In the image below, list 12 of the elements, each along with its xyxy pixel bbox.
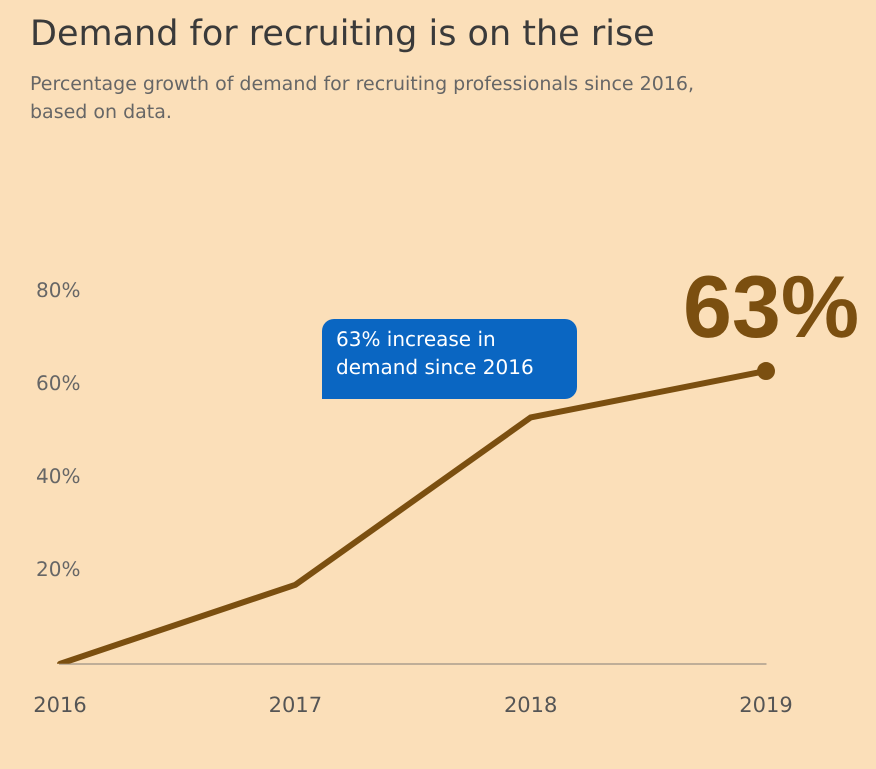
y-tick-label: 60% xyxy=(36,371,80,396)
y-tick-label: 20% xyxy=(36,557,80,582)
y-tick-label: 40% xyxy=(36,464,80,488)
chart-subtitle: Percentage growth of demand for recruiting professionals since 2016, based on data. xyxy=(30,72,696,125)
x-tick-label: 2019 xyxy=(739,692,793,717)
y-tick-label: 80% xyxy=(36,278,80,302)
x-tick-label: 2018 xyxy=(504,692,558,717)
x-tick-label: 2016 xyxy=(33,692,87,717)
chart-title: Demand for recruiting is on the rise xyxy=(30,14,655,54)
annotation: 63% increase in demand since 2016 xyxy=(336,327,534,380)
x-tick-label: 2017 xyxy=(268,692,322,717)
data-label: 63% xyxy=(682,257,860,356)
